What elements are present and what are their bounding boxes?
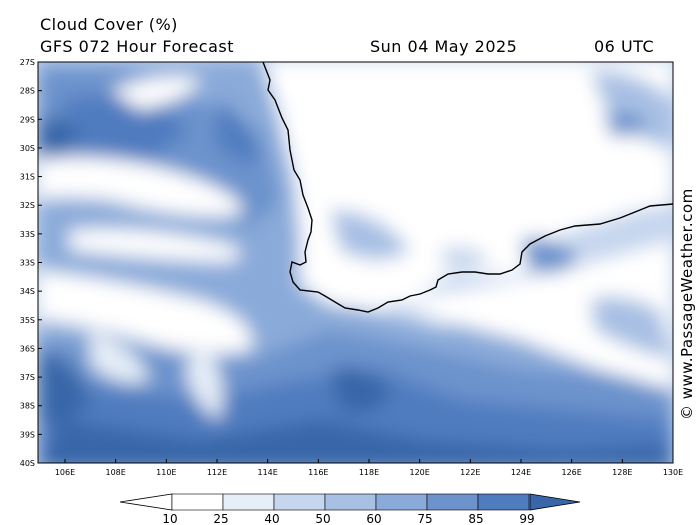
color-legend: 10 25 40 50 60 75 85 99 — [119, 493, 581, 525]
lon-tick-label: 124E — [511, 468, 531, 477]
legend-high-arrow — [529, 493, 581, 511]
chart-title: Cloud Cover (%) — [40, 15, 178, 34]
legend-swatch — [222, 493, 275, 511]
legend-level-label: 25 — [213, 512, 228, 525]
lat-tick-label: 29S — [20, 115, 35, 124]
legend-low-arrow — [119, 493, 173, 511]
legend-swatch — [426, 493, 479, 511]
lat-tick-label: 40S — [20, 459, 35, 468]
legend-level-label: 60 — [366, 512, 381, 525]
lon-tick-label: 114E — [258, 468, 278, 477]
lat-tick-label: 33S — [20, 230, 35, 239]
lon-tick-label: 126E — [562, 468, 582, 477]
lon-tick-label: 108E — [106, 468, 126, 477]
longitude-axis: 106E 108E 110E 112E 114E 116E 118E 120E 122E 124E… — [55, 459, 683, 477]
lon-tick-label: 122E — [460, 468, 480, 477]
site-credit: © www.PassageWeather.com — [678, 188, 696, 420]
legend-swatch — [477, 493, 530, 511]
lat-tick-label: 39S — [20, 430, 35, 439]
legend-level-label: 10 — [162, 512, 177, 525]
lat-tick-label: 33S — [20, 259, 35, 268]
latitude-axis: 27S 28S 29S 30S 31S 32S 33S 33S 34S 35S 36S 37S 38S 3… — [20, 58, 42, 468]
lat-tick-label: 35S — [20, 316, 35, 325]
lon-tick-label: 128E — [612, 468, 632, 477]
lat-tick-label: 32S — [20, 201, 35, 210]
lat-tick-label: 34S — [20, 287, 35, 296]
legend-level-label: 75 — [417, 512, 432, 525]
lat-tick-label: 31S — [20, 173, 35, 182]
lon-tick-label: 116E — [308, 468, 328, 477]
forecast-time: 06 UTC — [594, 37, 655, 56]
lat-tick-label: 38S — [20, 402, 35, 411]
lat-tick-label: 30S — [20, 144, 35, 153]
lon-tick-label: 120E — [410, 468, 430, 477]
lon-tick-label: 106E — [55, 468, 75, 477]
legend-level-label: 40 — [264, 512, 279, 525]
legend-swatch — [375, 493, 428, 511]
lat-tick-label: 36S — [20, 344, 35, 353]
lat-tick-label: 37S — [20, 373, 35, 382]
map-plot-area — [38, 62, 673, 463]
legend-swatch — [273, 493, 326, 511]
lon-tick-label: 118E — [359, 468, 379, 477]
cloud-field — [38, 62, 673, 463]
lon-tick-label: 112E — [207, 468, 227, 477]
lon-tick-label: 130E — [663, 468, 683, 477]
lat-tick-label: 27S — [20, 58, 35, 67]
coastline — [262, 61, 674, 313]
legend-level-label: 99 — [519, 512, 534, 525]
forecast-date: Sun 04 May 2025 — [370, 37, 518, 56]
legend-level-label: 85 — [468, 512, 483, 525]
lat-tick-label: 28S — [20, 87, 35, 96]
legend-level-label: 50 — [315, 512, 330, 525]
legend-swatch — [324, 493, 377, 511]
forecast-label: GFS 072 Hour Forecast — [40, 37, 235, 56]
lon-tick-label: 110E — [156, 468, 176, 477]
legend-swatch — [171, 493, 224, 511]
